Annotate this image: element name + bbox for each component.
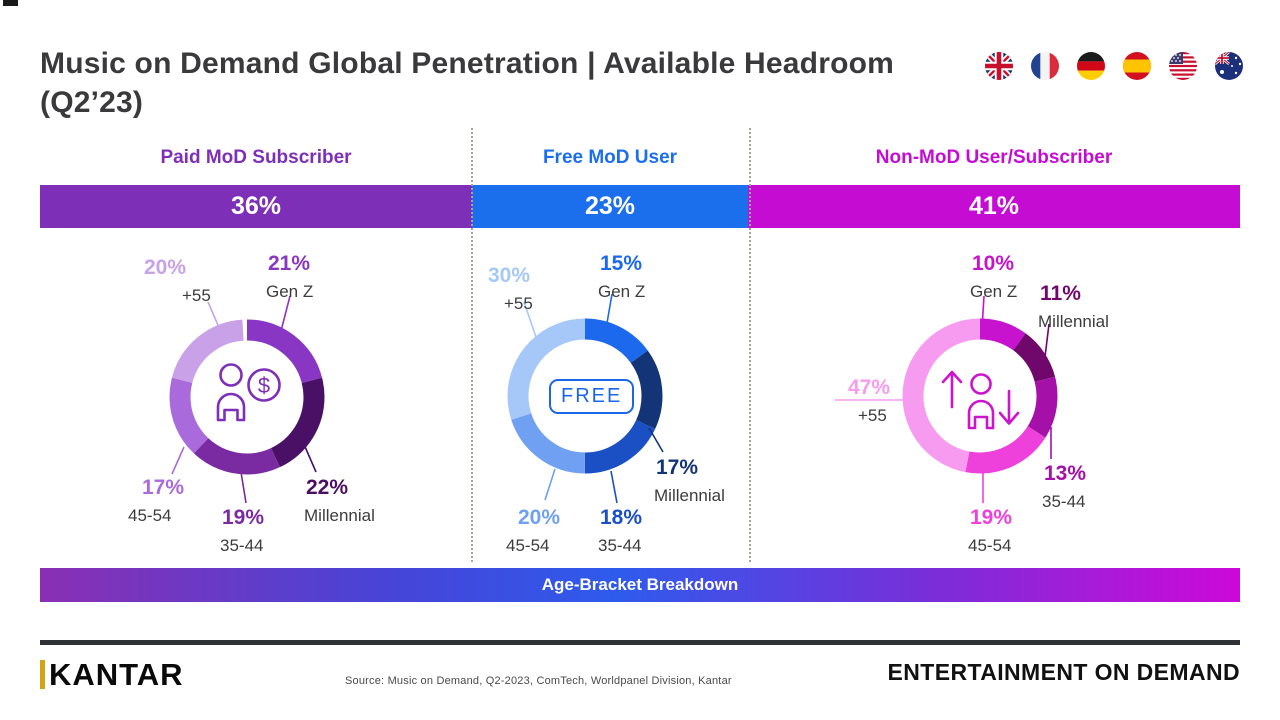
flag-united-kingdom-icon [985, 52, 1013, 80]
kantar-logo-text: KANTAR [49, 657, 184, 692]
footer-divider [40, 640, 1240, 645]
age-bracket-band: Age-Bracket Breakdown [40, 568, 1240, 602]
flag-spain-icon [1123, 52, 1151, 80]
donut-slice-value: 20% [144, 256, 187, 279]
page-title: Music on Demand Global Penetration | Ava… [40, 44, 970, 122]
source-note: Source: Music on Demand, Q2-2023, ComTec… [345, 675, 732, 687]
paid-donut-chart [169, 319, 325, 475]
donut-slice-millennial [507, 318, 663, 474]
share-bar-segment-0: 36% [40, 185, 472, 228]
share-bar-value: 23% [584, 192, 636, 220]
penetration-share-bar: 36% 23% 41% [40, 185, 1240, 228]
flag-france-icon [1031, 52, 1059, 80]
donut-slice-millennial [169, 319, 325, 475]
donut-slice-category: Millennial [1038, 312, 1109, 331]
person-up-down-icon [941, 370, 1020, 430]
kantar-logo: KANTAR [40, 659, 184, 690]
donut-slice-value: 22% [306, 476, 349, 499]
share-bar-segment-1: 23% [472, 185, 748, 228]
donut-slice-value: 11% [1040, 282, 1081, 305]
donut-slice-category: 45-54 [506, 536, 550, 555]
donut-slice--55 [902, 318, 1058, 474]
donut-slice-category: 45-54 [128, 506, 172, 525]
donut-slice-value: 17% [142, 476, 185, 499]
share-bar-value: 36% [230, 192, 282, 220]
donut-slice-35-44 [169, 319, 325, 475]
donut-slice-category: Millennial [304, 506, 375, 525]
donut-slice-category: +55 [504, 294, 533, 313]
flag-australia-icon [1215, 52, 1243, 80]
donut-slice-value: 19% [970, 506, 1013, 529]
donut-slice-category: Gen Z [598, 282, 646, 301]
donut-slice-category: Gen Z [970, 282, 1018, 301]
donut-slice-category: +55 [858, 406, 887, 425]
svg-text:$: $ [258, 373, 270, 398]
donut-slice-gen-z [169, 319, 325, 475]
donut-slice-value: 47% [848, 376, 891, 399]
corner-mark [3, 0, 18, 6]
donut-slice--55 [507, 318, 663, 474]
donut-slice-35-44 [902, 318, 1058, 474]
donut-slice-45-54 [169, 319, 325, 475]
donut-slice-45-54 [902, 318, 1058, 474]
donut-slice-value: 10% [972, 252, 1015, 275]
section-header-free: Free MoD User [542, 147, 678, 168]
free-badge: FREE [549, 379, 635, 414]
page-title-line1: Music on Demand Global Penetration | Ava… [40, 47, 895, 80]
section-header-paid: Paid MoD Subscriber [160, 147, 352, 168]
section-header-nonmod: Non-MoD User/Subscriber [875, 147, 1113, 168]
person-dollar-icon: $ [216, 363, 281, 422]
free-donut-chart [507, 318, 663, 474]
donut-slice-category: +55 [182, 286, 211, 305]
section-divider-right [749, 128, 751, 562]
donut-slice-category: Millennial [654, 486, 725, 505]
kantar-logo-accent-bar [40, 660, 45, 689]
flag-usa-icon [1169, 52, 1197, 80]
donut-slice-value: 30% [488, 264, 531, 287]
tagline: ENTERTAINMENT ON DEMAND [887, 659, 1240, 685]
donut-slice-category: 45-54 [968, 536, 1012, 555]
section-divider-left [471, 128, 473, 562]
share-bar-segment-2: 41% [748, 185, 1240, 228]
donut-slice-category: 35-44 [220, 536, 264, 555]
share-bar-value: 41% [968, 192, 1020, 220]
donut-slice-value: 20% [518, 506, 561, 529]
donut-slice-value: 15% [600, 252, 643, 275]
nonmod-donut-chart [902, 318, 1058, 474]
donut-slice-value: 18% [600, 506, 643, 529]
donut-slice-value: 19% [222, 506, 265, 529]
donut-slice-value: 13% [1044, 462, 1087, 485]
donut-slice-category: 35-44 [1042, 492, 1086, 511]
page-title-line2: (Q2’23) [40, 86, 144, 119]
donut-slice-value: 21% [268, 252, 311, 275]
flag-germany-icon [1077, 52, 1105, 80]
donut-slice-category: 35-44 [598, 536, 642, 555]
donut-slice-value: 17% [656, 456, 699, 479]
donut-slice-category: Gen Z [266, 282, 314, 301]
donut-slice-35-44 [507, 318, 663, 474]
